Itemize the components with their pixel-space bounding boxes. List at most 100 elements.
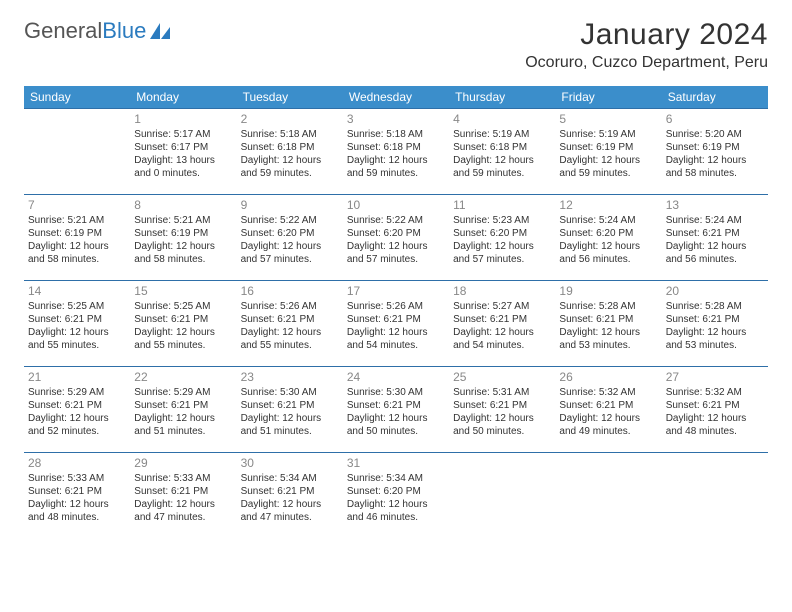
sunrise-line: Sunrise: 5:33 AM: [28, 472, 126, 485]
calendar-row: 14Sunrise: 5:25 AMSunset: 6:21 PMDayligh…: [24, 281, 768, 367]
sunset-line: Sunset: 6:21 PM: [134, 485, 232, 498]
sunrise-line: Sunrise: 5:22 AM: [347, 214, 445, 227]
calendar-cell: 25Sunrise: 5:31 AMSunset: 6:21 PMDayligh…: [449, 367, 555, 453]
location-label: Ocoruro, Cuzco Department, Peru: [525, 54, 768, 72]
daylight-line: Daylight: 12 hours and 58 minutes.: [134, 240, 232, 266]
sunrise-line: Sunrise: 5:32 AM: [559, 386, 657, 399]
calendar-cell: 11Sunrise: 5:23 AMSunset: 6:20 PMDayligh…: [449, 195, 555, 281]
sunset-line: Sunset: 6:20 PM: [347, 485, 445, 498]
day-number: 10: [347, 198, 445, 212]
sunrise-line: Sunrise: 5:21 AM: [134, 214, 232, 227]
calendar-cell: 27Sunrise: 5:32 AMSunset: 6:21 PMDayligh…: [662, 367, 768, 453]
daylight-line: Daylight: 12 hours and 59 minutes.: [559, 154, 657, 180]
sunrise-line: Sunrise: 5:23 AM: [453, 214, 551, 227]
calendar-cell: 29Sunrise: 5:33 AMSunset: 6:21 PMDayligh…: [130, 453, 236, 539]
sunset-line: Sunset: 6:18 PM: [241, 141, 339, 154]
calendar-cell: 16Sunrise: 5:26 AMSunset: 6:21 PMDayligh…: [237, 281, 343, 367]
sunrise-line: Sunrise: 5:30 AM: [347, 386, 445, 399]
brand-sail-icon: [148, 21, 172, 41]
sunset-line: Sunset: 6:21 PM: [241, 399, 339, 412]
daylight-line: Daylight: 12 hours and 54 minutes.: [347, 326, 445, 352]
calendar-cell: 19Sunrise: 5:28 AMSunset: 6:21 PMDayligh…: [555, 281, 661, 367]
calendar-cell-empty: [24, 109, 130, 195]
sunrise-line: Sunrise: 5:25 AM: [134, 300, 232, 313]
daylight-line: Daylight: 12 hours and 53 minutes.: [666, 326, 764, 352]
calendar-row: 21Sunrise: 5:29 AMSunset: 6:21 PMDayligh…: [24, 367, 768, 453]
day-number: 5: [559, 112, 657, 126]
daylight-line: Daylight: 12 hours and 46 minutes.: [347, 498, 445, 524]
calendar-cell: 24Sunrise: 5:30 AMSunset: 6:21 PMDayligh…: [343, 367, 449, 453]
calendar-table: SundayMondayTuesdayWednesdayThursdayFrid…: [24, 86, 768, 539]
calendar-cell: 13Sunrise: 5:24 AMSunset: 6:21 PMDayligh…: [662, 195, 768, 281]
day-number: 28: [28, 456, 126, 470]
sunrise-line: Sunrise: 5:17 AM: [134, 128, 232, 141]
daylight-line: Daylight: 12 hours and 48 minutes.: [28, 498, 126, 524]
day-number: 15: [134, 284, 232, 298]
day-number: 19: [559, 284, 657, 298]
day-number: 27: [666, 370, 764, 384]
sunset-line: Sunset: 6:19 PM: [134, 227, 232, 240]
page-title: January 2024: [525, 18, 768, 52]
sunset-line: Sunset: 6:21 PM: [241, 485, 339, 498]
calendar-cell: 15Sunrise: 5:25 AMSunset: 6:21 PMDayligh…: [130, 281, 236, 367]
calendar-cell-empty: [449, 453, 555, 539]
sunrise-line: Sunrise: 5:24 AM: [559, 214, 657, 227]
brand-text: GeneralBlue: [24, 18, 146, 44]
daylight-line: Daylight: 12 hours and 53 minutes.: [559, 326, 657, 352]
sunset-line: Sunset: 6:21 PM: [347, 399, 445, 412]
daylight-line: Daylight: 12 hours and 54 minutes.: [453, 326, 551, 352]
daylight-line: Daylight: 12 hours and 57 minutes.: [241, 240, 339, 266]
day-number: 3: [347, 112, 445, 126]
daylight-line: Daylight: 12 hours and 59 minutes.: [241, 154, 339, 180]
day-number: 30: [241, 456, 339, 470]
daylight-line: Daylight: 12 hours and 51 minutes.: [241, 412, 339, 438]
sunrise-line: Sunrise: 5:18 AM: [347, 128, 445, 141]
sunset-line: Sunset: 6:20 PM: [241, 227, 339, 240]
daylight-line: Daylight: 12 hours and 58 minutes.: [666, 154, 764, 180]
calendar-cell: 21Sunrise: 5:29 AMSunset: 6:21 PMDayligh…: [24, 367, 130, 453]
sunrise-line: Sunrise: 5:34 AM: [347, 472, 445, 485]
sunset-line: Sunset: 6:21 PM: [134, 399, 232, 412]
sunset-line: Sunset: 6:21 PM: [666, 399, 764, 412]
daylight-line: Daylight: 12 hours and 47 minutes.: [241, 498, 339, 524]
sunset-line: Sunset: 6:18 PM: [347, 141, 445, 154]
day-number: 9: [241, 198, 339, 212]
day-number: 1: [134, 112, 232, 126]
day-number: 2: [241, 112, 339, 126]
day-number: 25: [453, 370, 551, 384]
calendar-cell: 3 Sunrise: 5:18 AMSunset: 6:18 PMDaylight…: [343, 109, 449, 195]
daylight-line: Daylight: 12 hours and 59 minutes.: [347, 154, 445, 180]
day-number: 12: [559, 198, 657, 212]
sunrise-line: Sunrise: 5:19 AM: [453, 128, 551, 141]
calendar-cell: 22Sunrise: 5:29 AMSunset: 6:21 PMDayligh…: [130, 367, 236, 453]
day-number: 14: [28, 284, 126, 298]
sunrise-line: Sunrise: 5:26 AM: [347, 300, 445, 313]
header: GeneralBlue January 2024 Ocoruro, Cuzco …: [24, 18, 768, 72]
day-number: 4: [453, 112, 551, 126]
calendar-cell: 28Sunrise: 5:33 AMSunset: 6:21 PMDayligh…: [24, 453, 130, 539]
sunrise-line: Sunrise: 5:29 AM: [134, 386, 232, 399]
title-block: January 2024 Ocoruro, Cuzco Department, …: [525, 18, 768, 72]
calendar-cell: 1Sunrise: 5:17 AMSunset: 6:17 PMDaylight…: [130, 109, 236, 195]
day-number: 7: [28, 198, 126, 212]
weekday-header: Saturday: [662, 86, 768, 109]
daylight-line: Daylight: 12 hours and 55 minutes.: [28, 326, 126, 352]
sunrise-line: Sunrise: 5:31 AM: [453, 386, 551, 399]
day-number: 8: [134, 198, 232, 212]
calendar-cell: 4Sunrise: 5:19 AMSunset: 6:18 PMDaylight…: [449, 109, 555, 195]
sunrise-line: Sunrise: 5:18 AM: [241, 128, 339, 141]
sunrise-line: Sunrise: 5:20 AM: [666, 128, 764, 141]
daylight-line: Daylight: 12 hours and 48 minutes.: [666, 412, 764, 438]
calendar-cell: 14Sunrise: 5:25 AMSunset: 6:21 PMDayligh…: [24, 281, 130, 367]
sunset-line: Sunset: 6:20 PM: [559, 227, 657, 240]
calendar-cell: 6Sunrise: 5:20 AMSunset: 6:19 PMDaylight…: [662, 109, 768, 195]
day-number: 29: [134, 456, 232, 470]
sunset-line: Sunset: 6:21 PM: [347, 313, 445, 326]
day-number: 24: [347, 370, 445, 384]
sunrise-line: Sunrise: 5:26 AM: [241, 300, 339, 313]
sunset-line: Sunset: 6:17 PM: [134, 141, 232, 154]
weekday-header: Friday: [555, 86, 661, 109]
weekday-header: Tuesday: [237, 86, 343, 109]
day-number: 18: [453, 284, 551, 298]
calendar-cell-empty: [555, 453, 661, 539]
